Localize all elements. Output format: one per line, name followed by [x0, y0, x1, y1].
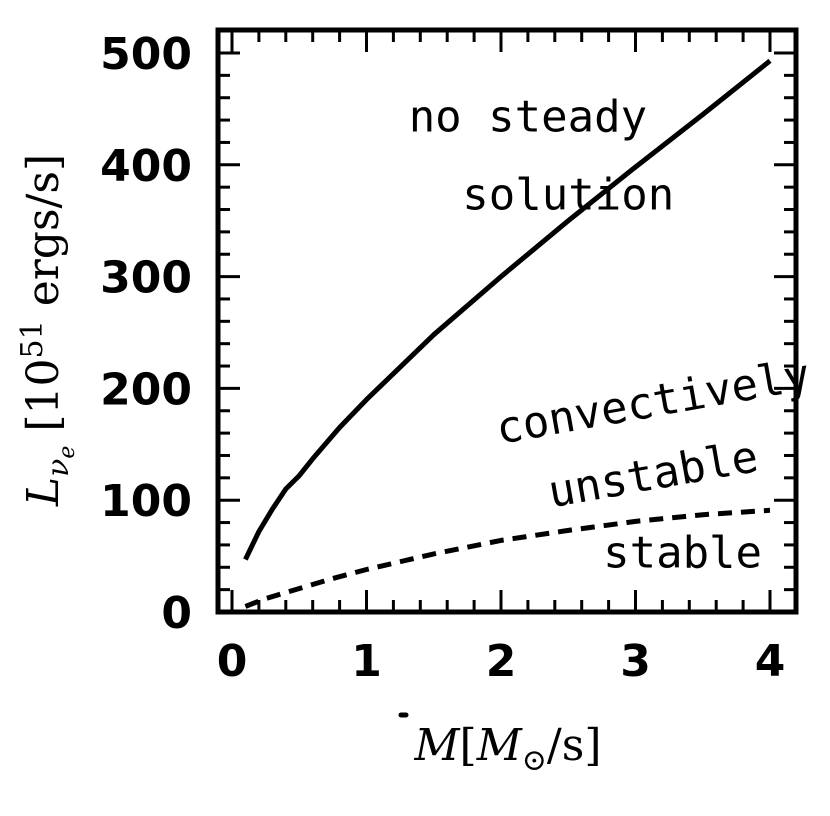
x-tick-label: 3 — [620, 636, 651, 687]
region-label: unstable — [544, 431, 762, 518]
y-tick-label: 400 — [100, 141, 192, 192]
region-label: stable — [603, 527, 762, 578]
y-axis-label: Lνe [1051 ergs/s] — [15, 154, 80, 507]
region-label: convectively — [492, 349, 814, 454]
dashed-boundary-line — [244, 507, 771, 609]
x-tick-label: 4 — [755, 636, 786, 687]
y-axis-unit-exponent: 51 — [15, 320, 50, 358]
y-tick-label: 200 — [100, 364, 192, 415]
solid-boundary-line — [243, 58, 772, 561]
y-axis-unit: [10 — [18, 358, 69, 431]
y-tick-label: 100 — [100, 476, 192, 527]
y-axis-unit-rest: ergs/s] — [18, 154, 69, 320]
x-axis-unit-rest: /s] — [547, 720, 602, 771]
y-axis-symbol: L — [18, 477, 69, 507]
y-axis-subscript: ν — [41, 459, 76, 477]
region-label: no steady — [409, 91, 647, 142]
y-tick-label: 300 — [100, 253, 192, 304]
x-axis-symbol: M — [413, 720, 460, 771]
tick-labels: 0 1 2 3 4 0 100 200 300 400 500 — [100, 29, 785, 687]
x-axis-unit-symbol: M — [476, 720, 523, 771]
tick-marks — [218, 30, 796, 614]
region-label: solution — [462, 170, 674, 221]
x-axis-open-bracket: [ — [460, 720, 477, 771]
series-group — [243, 58, 772, 609]
x-axis-unit-subscript: ⊙ — [522, 743, 547, 778]
x-tick-label: 1 — [351, 636, 382, 687]
y-axis-subsubscript: e — [55, 446, 80, 459]
y-tick-label: 500 — [100, 29, 192, 80]
x-tick-label: 0 — [217, 636, 248, 687]
x-tick-label: 2 — [486, 636, 517, 687]
y-tick-label: 0 — [161, 588, 192, 639]
x-axis-label: M[M⊙/s] — [413, 720, 601, 778]
